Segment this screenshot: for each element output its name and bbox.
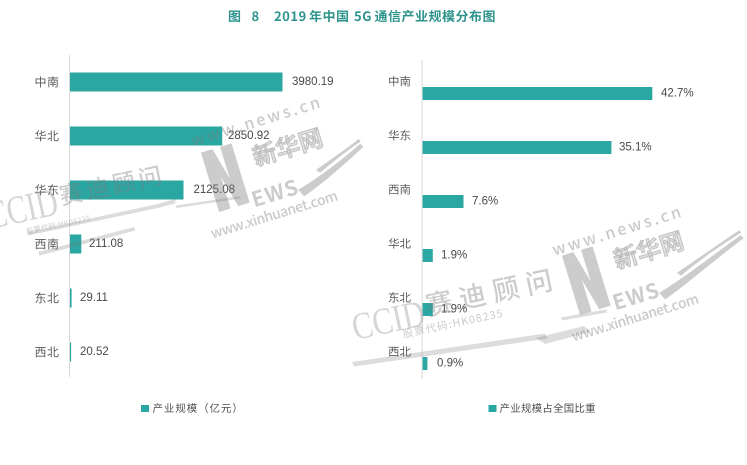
svg-text:20.52: 20.52: [80, 346, 109, 358]
svg-text:1.9%: 1.9%: [441, 250, 467, 262]
svg-text:0.9%: 0.9%: [437, 358, 463, 370]
svg-text:2125.08: 2125.08: [194, 184, 236, 196]
svg-text:29.11: 29.11: [80, 292, 108, 304]
svg-text:3980.19: 3980.19: [292, 76, 334, 88]
svg-text:7.6%: 7.6%: [472, 196, 498, 208]
svg-text:1.9%: 1.9%: [441, 304, 467, 316]
svg-text:35.1%: 35.1%: [619, 142, 652, 154]
svg-text:2850.92: 2850.92: [228, 130, 270, 142]
svg-text:42.7%: 42.7%: [661, 88, 694, 100]
svg-text:211.08: 211.08: [89, 238, 123, 250]
